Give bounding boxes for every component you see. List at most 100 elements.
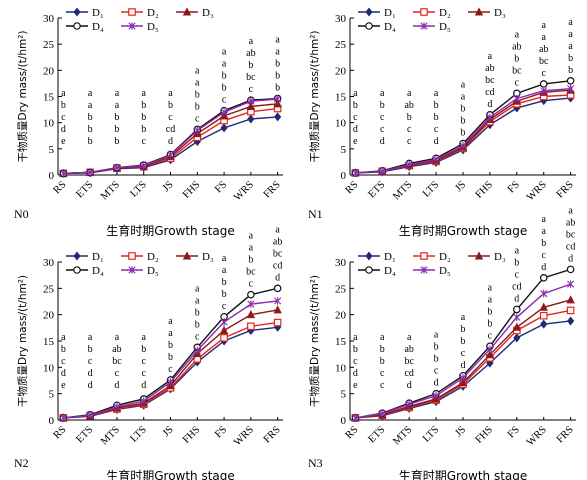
significance-letter: b <box>88 136 93 147</box>
significance-letter: ab <box>404 100 413 111</box>
significance-letter: b <box>195 319 200 330</box>
significance-letter: b <box>487 306 492 317</box>
y-tick-label: 30 <box>43 13 55 25</box>
data-point-d5 <box>274 95 282 103</box>
significance-letter: c <box>515 77 520 88</box>
panel-label: N1 <box>308 207 323 221</box>
significance-letter: b <box>461 128 466 139</box>
x-tick-label: WRS <box>525 424 549 448</box>
significance-letter: a <box>115 88 120 99</box>
legend-label: D₃ <box>494 7 506 19</box>
significance-letter: b <box>434 112 439 123</box>
significance-letter: d <box>168 136 173 147</box>
x-tick-label: JS <box>453 179 468 194</box>
x-tick-label: WRS <box>232 179 256 203</box>
data-point-d5 <box>274 297 282 305</box>
significance-letter: a <box>380 88 385 99</box>
significance-letter: cd <box>485 87 494 98</box>
data-point-d2 <box>539 311 548 320</box>
data-point-d5 <box>405 160 413 169</box>
y-tick-label: 0 <box>341 415 347 427</box>
data-point-d5 <box>486 113 494 122</box>
data-point-d5 <box>140 161 148 170</box>
significance-letter: d <box>353 368 358 379</box>
data-point-d4 <box>273 284 282 293</box>
significance-letter: a <box>61 332 66 343</box>
data-point-d5 <box>567 280 575 288</box>
data-point-d5 <box>513 313 521 322</box>
significance-letter: d <box>61 368 66 379</box>
significance-letter: b <box>114 112 119 123</box>
y-tick-label: 5 <box>49 144 55 156</box>
significance-letter: a <box>222 47 227 58</box>
significance-letter: bc <box>485 75 495 86</box>
x-tick-label: FHS <box>181 179 203 201</box>
significance-letter: c <box>61 112 66 123</box>
data-point-d5 <box>220 318 228 326</box>
significance-letter: b <box>487 318 492 329</box>
data-point-d5 <box>166 378 175 386</box>
x-axis-label: 生育时期Growth stage <box>106 468 235 480</box>
data-point-d1 <box>220 123 228 133</box>
data-point-d4 <box>566 265 575 274</box>
data-point-d4 <box>513 305 521 314</box>
significance-letter: a <box>488 51 493 62</box>
significance-letter: c <box>115 368 120 379</box>
data-point-d5 <box>166 151 175 159</box>
legend-label: D₄ <box>92 21 104 33</box>
panel-label: N0 <box>14 207 29 221</box>
legend-label: D₄ <box>92 265 104 277</box>
significance-letter: a <box>195 295 200 306</box>
legend-label: D₃ <box>202 251 214 263</box>
data-point-d5 <box>193 126 201 135</box>
significance-letter: a <box>353 332 358 343</box>
significance-letter: e <box>61 380 66 391</box>
data-point-d5 <box>432 391 440 400</box>
significance-letter: a <box>168 328 173 339</box>
significance-letter: bc <box>246 72 256 83</box>
data-point-d5 <box>513 94 521 103</box>
significance-letter: d <box>541 262 546 273</box>
x-tick-label: ETS <box>74 179 95 200</box>
y-tick-label: 20 <box>335 310 347 322</box>
data-point-d5 <box>247 97 255 106</box>
significance-letter: b <box>114 124 119 135</box>
significance-letter: cd <box>512 281 521 292</box>
data-point-d5 <box>432 155 440 164</box>
y-tick-label: 5 <box>341 144 347 156</box>
significance-letter: bc <box>539 56 549 67</box>
significance-letter: c <box>195 331 200 342</box>
legend-marker <box>365 251 373 261</box>
x-tick-label: LTS <box>421 424 441 444</box>
significance-letter: b <box>88 344 93 355</box>
significance-letter: c <box>168 364 173 375</box>
significance-letter: a <box>541 226 546 237</box>
data-point-d5 <box>86 168 94 177</box>
significance-letter: d <box>407 380 412 391</box>
significance-letter: a <box>222 59 227 70</box>
significance-letter: b <box>222 83 227 94</box>
y-axis-label: 干物质量Dry mass/(t/hm²) <box>16 275 29 407</box>
significance-letter: cd <box>566 241 575 252</box>
x-tick-label: MTS <box>99 424 122 447</box>
x-tick-label: LTS <box>421 179 441 199</box>
significance-letter: b <box>514 53 519 64</box>
significance-letter: b <box>168 352 173 363</box>
data-point-d5 <box>459 141 467 150</box>
data-point-d5 <box>405 400 413 408</box>
x-tick-label: LTS <box>129 179 149 199</box>
significance-letter: cd <box>273 260 282 271</box>
significance-letter: a <box>168 316 173 327</box>
legend: D₁ D₂ D₃ D₄ D₅ <box>66 251 214 277</box>
y-tick-label: 30 <box>43 257 55 269</box>
y-axis-label: 干物质量Dry mass/(t/hm²) <box>308 30 321 162</box>
y-tick-label: 10 <box>43 118 55 130</box>
significance-letter: a <box>488 282 493 293</box>
significance-letter: ab <box>246 48 255 59</box>
significance-letter: a <box>568 17 573 28</box>
y-tick-label: 15 <box>335 92 347 104</box>
x-tick-label: MTS <box>391 179 414 202</box>
legend-marker <box>420 8 428 16</box>
significance-letter: bc <box>112 356 122 367</box>
y-tick-label: 30 <box>335 13 347 25</box>
